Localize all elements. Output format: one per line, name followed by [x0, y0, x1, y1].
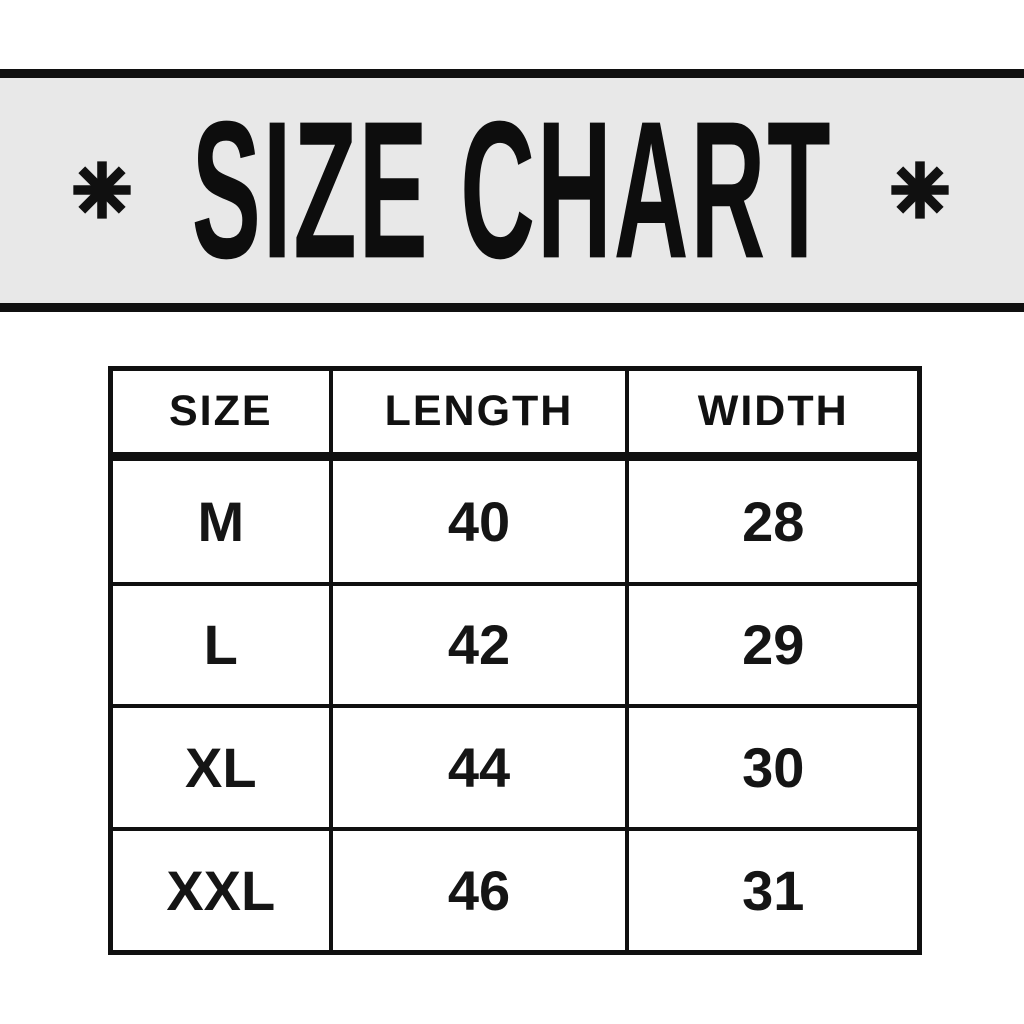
- column-header-width: WIDTH: [625, 366, 922, 461]
- header-row: SIZE LENGTH WIDTH: [108, 366, 922, 461]
- size-cell: XL: [108, 704, 333, 831]
- top-divider-bar: [0, 69, 1024, 78]
- width-cell: 29: [625, 581, 922, 709]
- size-cell: L: [108, 581, 333, 709]
- bottom-divider-bar: [0, 303, 1024, 312]
- size-cell: M: [108, 454, 333, 586]
- asterisk-icon: [887, 157, 953, 223]
- width-cell: 31: [625, 826, 922, 955]
- length-cell: 42: [328, 581, 630, 709]
- length-cell: 46: [328, 826, 630, 955]
- table-row: XL 44 30: [108, 704, 922, 831]
- length-cell: 40: [328, 454, 630, 586]
- table-row: XXL 46 31: [108, 826, 922, 955]
- page-title: SIZE CHART: [191, 80, 833, 301]
- size-cell: XXL: [108, 826, 333, 955]
- length-cell: 44: [328, 704, 630, 831]
- title-banner: SIZE CHART: [0, 78, 1024, 303]
- asterisk-icon: [69, 157, 135, 223]
- table-row: M 40 28: [108, 454, 922, 586]
- column-header-size: SIZE: [108, 366, 333, 461]
- size-table: SIZE LENGTH WIDTH M 40 28 L 42 29 XL 44 …: [108, 366, 922, 955]
- column-header-length: LENGTH: [328, 366, 630, 461]
- width-cell: 30: [625, 704, 922, 831]
- width-cell: 28: [625, 454, 922, 586]
- table-row: L 42 29: [108, 581, 922, 709]
